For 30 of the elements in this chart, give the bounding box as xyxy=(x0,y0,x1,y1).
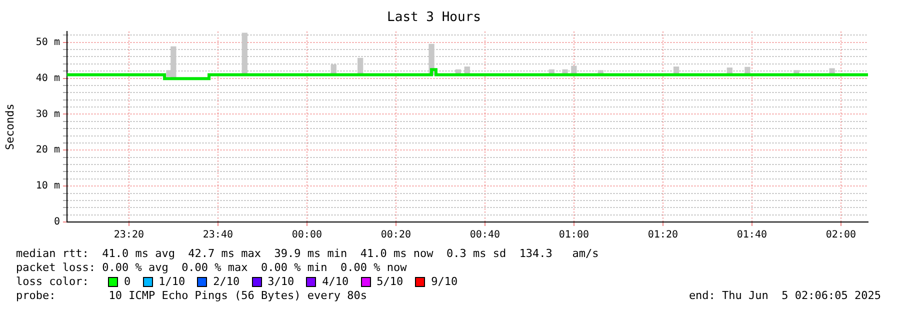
y-tick-label: 20 m xyxy=(36,144,60,156)
text: loss color: xyxy=(16,275,90,289)
x-tick-label: 01:00 xyxy=(558,230,589,241)
text: 4/10 xyxy=(322,275,349,289)
y-tick-label: 10 m xyxy=(36,180,60,192)
x-tick-label: 00:20 xyxy=(380,230,411,241)
text: 3/10 xyxy=(268,275,294,289)
text: 1/10 xyxy=(158,275,186,289)
text: 5/10 xyxy=(376,275,404,289)
chart-title: Last 3 Hours xyxy=(387,10,481,26)
x-tick-label: 01:20 xyxy=(648,230,678,241)
x-tick-label: 01:40 xyxy=(736,230,767,241)
x-tick-label: 02:00 xyxy=(826,230,856,241)
text: median rtt: 41.0 ms avg 42.7 ms max 39.9 ms min 41.0 ms now 0.3 ms sd 134.3 am/s xyxy=(16,247,599,261)
text: end: Thu Jun 5 02:06:05 2025 xyxy=(688,289,881,303)
y-tick-label: 40 m xyxy=(36,72,60,84)
text: 2/10 xyxy=(213,275,240,289)
y-tick-label: 50 m xyxy=(36,36,60,48)
x-tick-label: 00:00 xyxy=(292,230,322,241)
bar xyxy=(242,32,248,76)
text: probe: 10 ICMP Echo Pings (56 Bytes) every 80s xyxy=(16,289,367,303)
y-tick-label: 0 xyxy=(54,216,60,228)
text: 9/10 xyxy=(431,275,458,289)
x-tick-label: 23:40 xyxy=(202,230,233,241)
y-tick-label: 30 m xyxy=(36,108,60,120)
x-tick-label: 23:20 xyxy=(114,230,144,241)
y-axis-title: Seconds xyxy=(3,104,16,150)
text: 0 xyxy=(124,275,131,289)
x-tick-label: 00:40 xyxy=(470,230,500,241)
text: packet loss: 0.00 % avg 0.00 % max 0.00 % min 0.00 % now xyxy=(16,261,407,275)
